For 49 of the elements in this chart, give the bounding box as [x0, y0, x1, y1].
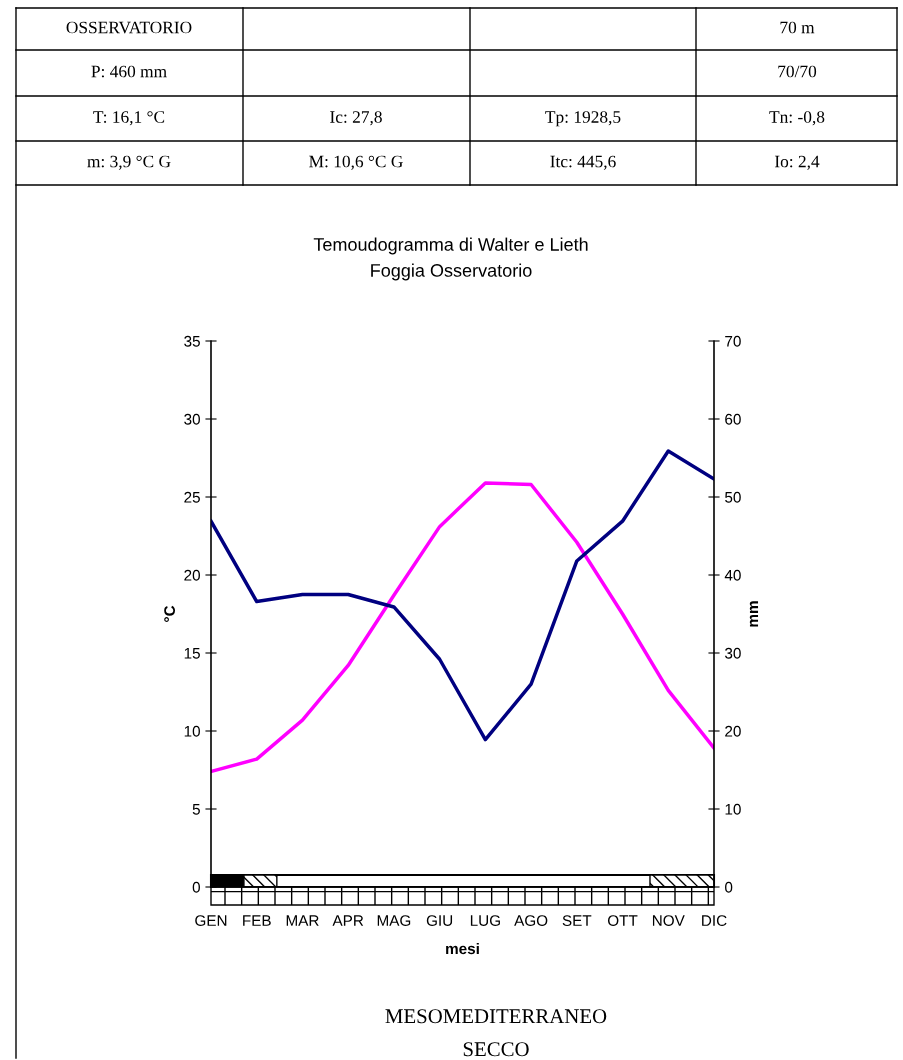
y2-tick-label: 60 [725, 413, 741, 425]
x-tick-label: MAG [377, 915, 411, 926]
y2-tick-label: 30 [725, 647, 741, 659]
y2-tick-label: 10 [725, 803, 741, 815]
y-tick-label: 25 [184, 491, 200, 503]
text: OSSERVATORIO [66, 21, 192, 34]
x-tick-label: AGO [514, 915, 548, 926]
y-axis-title: °C [164, 605, 176, 622]
y2-axis-title: mm [749, 601, 759, 627]
y-tick-label: 30 [184, 413, 200, 425]
text: Tn: -0,8 [769, 111, 825, 126]
x-tick-label: MAR [286, 915, 319, 926]
chart-subtitle: Foggia Osservatorio [371, 263, 532, 281]
text: T: 16,1 °C [93, 111, 165, 126]
text: MESOMEDITERRANEO [385, 1009, 607, 1024]
line-series [211, 481, 714, 774]
x-tick-label: APR [332, 915, 364, 926]
x-tick-label: LUG [470, 915, 500, 926]
text: 70 m [780, 21, 815, 34]
y-tick-label: 10 [184, 725, 200, 737]
x-tick-label: OTT [608, 915, 638, 926]
y-tick-label: 35 [184, 335, 200, 347]
text: 70/70 [778, 65, 817, 78]
x-tick-label: NOV [652, 915, 685, 926]
text: m: 3,9 °C G [87, 155, 171, 170]
x-tick-label: GIU [426, 915, 453, 926]
chart-title: Temoudogramma di Walter e Lieth [313, 237, 588, 255]
y2-tick-label: 40 [724, 569, 741, 581]
x-axis-title: mesi [446, 942, 479, 955]
text: Tp: 1928,5 [545, 111, 621, 127]
text: P: 460 mm [91, 65, 167, 78]
y-tick-label: 15 [184, 648, 200, 659]
x-tick-label: GEN [195, 915, 227, 926]
text: M: 10,6 °C G [309, 155, 403, 170]
y2-tick-label: 50 [725, 491, 741, 503]
y-tick-label: 20 [184, 569, 200, 581]
text: SECCO [463, 1042, 529, 1057]
x-tick-label: DIC [702, 915, 727, 926]
y2-tick-label: 70 [725, 335, 741, 347]
text: Itc: 445,6 [550, 155, 616, 170]
line-series [211, 449, 714, 742]
y-tick-label: 5 [192, 804, 200, 815]
x-tick-label: FEB [243, 915, 271, 926]
text: Ic: 27,8 [330, 111, 382, 126]
y-tick-label: 0 [192, 881, 200, 893]
text: Io: 2,4 [774, 155, 820, 170]
y2-tick-label: 20 [725, 725, 741, 737]
x-tick-label: SET [562, 915, 592, 926]
y2-tick-label: 0 [725, 881, 733, 893]
